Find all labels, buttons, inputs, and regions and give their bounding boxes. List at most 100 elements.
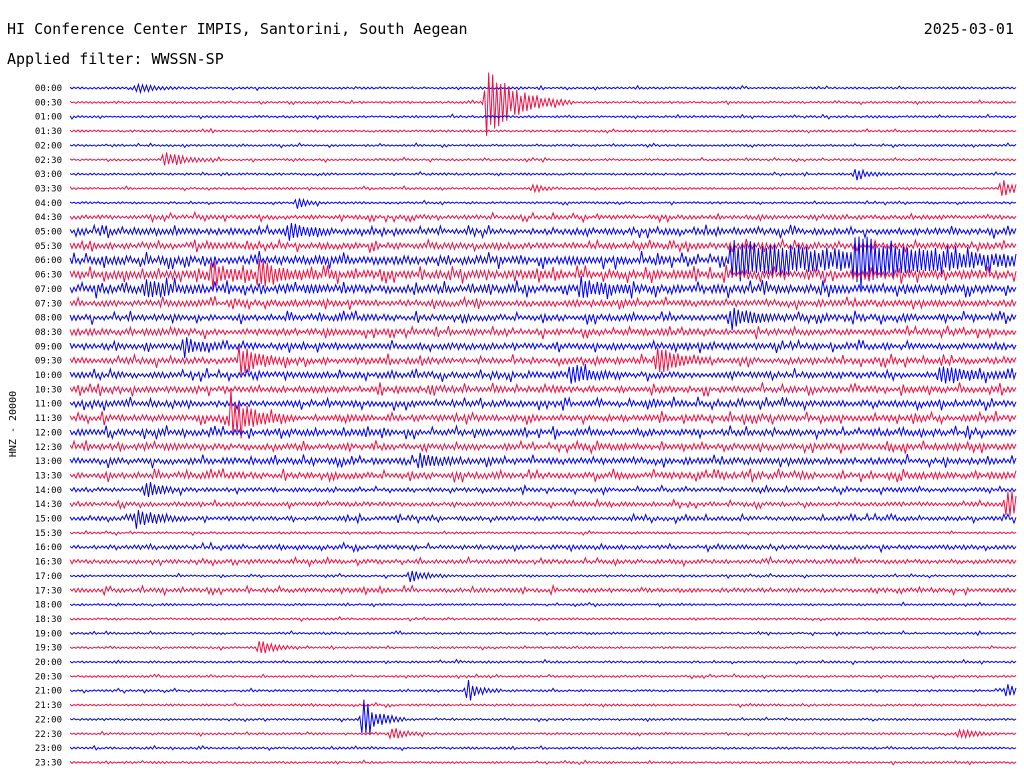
row-time-label: 22:00 (35, 715, 62, 725)
trace-row (69, 615, 1017, 622)
row-time-label: 15:30 (35, 529, 62, 539)
trace-row (69, 113, 1017, 120)
row-time-label: 12:30 (35, 443, 62, 453)
trace-row (69, 382, 1017, 397)
row-time-label: 10:00 (35, 371, 62, 381)
row-time-label: 05:30 (35, 242, 62, 252)
trace-row (69, 601, 1017, 608)
filter-label: Applied filter: WWSSN-SP (7, 50, 224, 68)
row-time-label: 23:30 (35, 758, 62, 768)
row-time-label: 19:30 (35, 644, 62, 654)
trace-row (69, 529, 1017, 537)
trace-row (69, 583, 1017, 597)
trace-row (69, 127, 1017, 134)
row-time-label: 15:00 (35, 515, 62, 525)
row-labels: 00:00 00:30 01:00 01:30 02:00 02:30 03:00 03:30… (35, 84, 62, 768)
row-time-label: 20:00 (35, 658, 62, 668)
trace-row (69, 699, 1017, 734)
trace-row (69, 210, 1017, 224)
row-time-label: 20:30 (35, 672, 62, 682)
row-time-label: 09:00 (35, 342, 62, 352)
row-time-label: 12:00 (35, 428, 62, 438)
row-time-label: 09:30 (35, 357, 62, 367)
row-time-label: 06:00 (35, 256, 62, 266)
trace-row (69, 168, 1017, 181)
row-time-label: 16:00 (35, 543, 62, 553)
trace-row (69, 641, 1017, 654)
trace-row (69, 389, 1017, 439)
y-axis-label: HNZ - 20000 (8, 391, 19, 457)
trace-row (69, 701, 1017, 709)
trace-row (69, 364, 1017, 384)
trace-row (69, 82, 1017, 95)
row-time-label: 02:00 (35, 141, 62, 151)
trace-row (69, 424, 1017, 441)
row-time-label: 23:00 (35, 744, 62, 754)
row-time-label: 06:30 (35, 271, 62, 281)
row-time-label: 11:30 (35, 414, 62, 424)
trace-row (69, 152, 1017, 166)
trace-row (69, 324, 1017, 340)
station-title: HI Conference Center IMPIS, Santorini, S… (7, 20, 468, 38)
row-time-label: 05:00 (35, 228, 62, 238)
trace-row (69, 744, 1017, 752)
trace-row (69, 258, 1017, 289)
trace-row (69, 679, 1017, 701)
row-time-label: 13:00 (35, 457, 62, 467)
trace-row (69, 570, 1017, 583)
row-time-label: 04:30 (35, 213, 62, 223)
trace-row (69, 237, 1017, 254)
row-time-label: 02:30 (35, 156, 62, 166)
trace-row (69, 307, 1017, 331)
row-time-label: 11:00 (35, 400, 62, 410)
trace-row (69, 482, 1017, 498)
row-time-label: 16:30 (35, 558, 62, 568)
trace-row (69, 236, 1017, 289)
row-time-label: 17:30 (35, 586, 62, 596)
trace-row (69, 658, 1017, 666)
row-time-label: 07:30 (35, 299, 62, 309)
trace-row (69, 439, 1017, 455)
trace-row (69, 728, 1017, 741)
trace-row (69, 72, 1017, 136)
trace-row (69, 142, 1017, 149)
row-time-label: 22:30 (35, 730, 62, 740)
trace-row (69, 396, 1017, 412)
row-time-label: 13:30 (35, 471, 62, 481)
trace-row (69, 509, 1017, 529)
row-time-label: 01:30 (35, 127, 62, 137)
trace-row (69, 222, 1017, 241)
date-label: 2025-03-01 (923, 20, 1014, 38)
row-time-label: 07:00 (35, 285, 62, 295)
trace-row (69, 555, 1017, 568)
row-time-label: 14:30 (35, 500, 62, 510)
trace-row (69, 759, 1017, 766)
row-time-label: 21:30 (35, 701, 62, 711)
row-time-label: 00:00 (35, 84, 62, 94)
row-time-label: 08:30 (35, 328, 62, 338)
row-time-label: 14:00 (35, 486, 62, 496)
row-time-label: 03:30 (35, 184, 62, 194)
row-time-label: 04:00 (35, 199, 62, 209)
row-time-label: 01:00 (35, 113, 62, 123)
row-time-label: 19:00 (35, 629, 62, 639)
trace-row (69, 337, 1017, 359)
trace-row (69, 180, 1017, 196)
trace-row (69, 295, 1017, 311)
trace-row (69, 468, 1017, 483)
trace-row (69, 275, 1017, 300)
row-time-label: 00:30 (35, 98, 62, 108)
trace-row (69, 452, 1017, 469)
trace-row (69, 346, 1017, 375)
row-time-label: 18:30 (35, 615, 62, 625)
row-time-label: 21:00 (35, 687, 62, 697)
trace-row (69, 673, 1017, 680)
row-time-label: 08:00 (35, 314, 62, 324)
trace-row (69, 630, 1017, 637)
trace-row (69, 197, 1017, 209)
trace-row (69, 541, 1017, 554)
row-time-label: 18:00 (35, 601, 62, 611)
row-time-label: 10:30 (35, 385, 62, 395)
seismic-traces (69, 72, 1017, 766)
